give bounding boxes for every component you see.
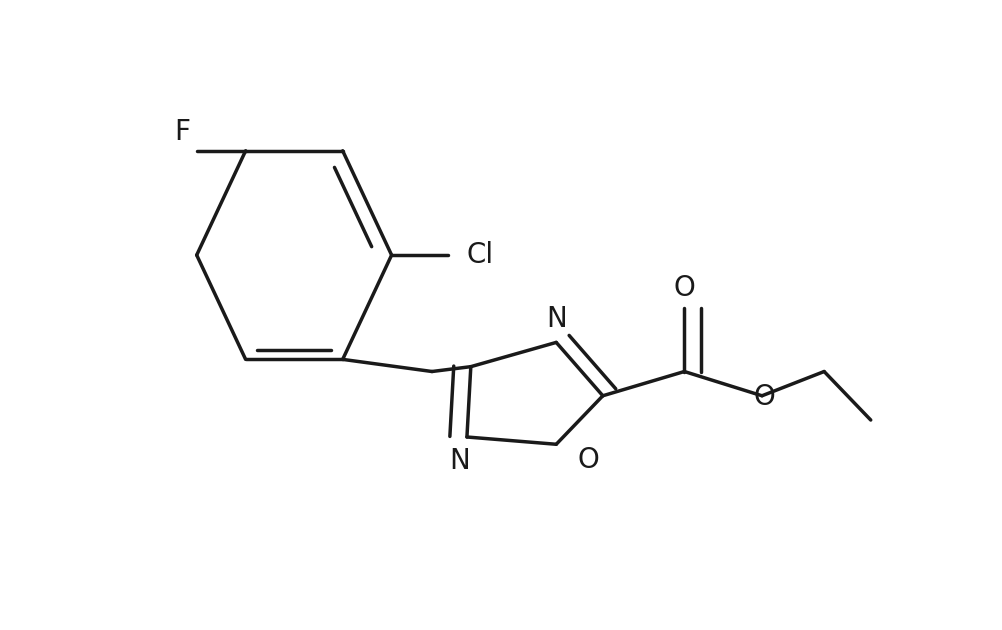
Text: F: F [174, 118, 190, 146]
Text: N: N [546, 305, 566, 333]
Text: O: O [754, 383, 776, 411]
Text: O: O [673, 274, 695, 302]
Text: O: O [578, 446, 600, 474]
Text: N: N [449, 447, 470, 475]
Text: Cl: Cl [467, 241, 494, 269]
